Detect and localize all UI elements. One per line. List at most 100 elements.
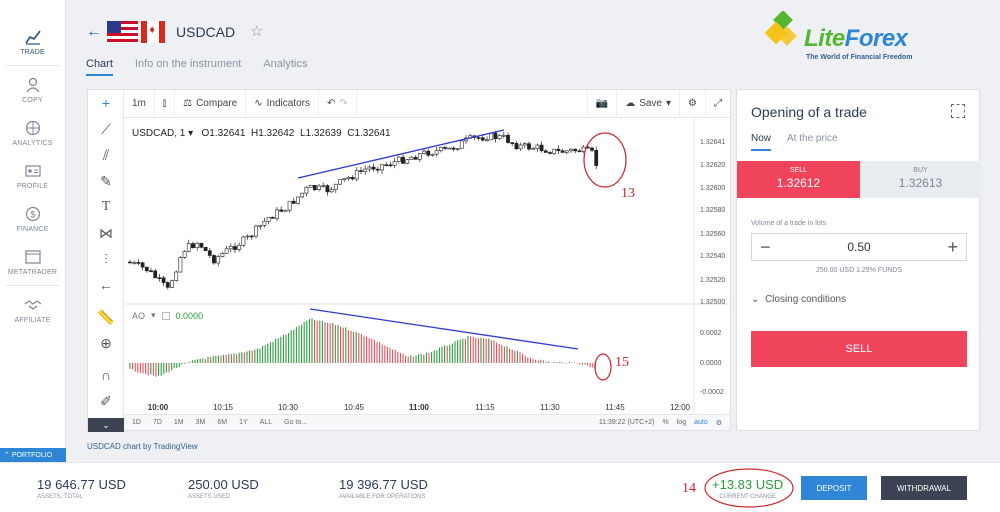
candle: [380, 164, 384, 171]
volume-input[interactable]: 0.50: [847, 240, 871, 254]
portfolio-tab[interactable]: ⌃ PORTFOLIO: [0, 448, 66, 462]
percent-toggle[interactable]: %: [662, 418, 669, 426]
range-6m[interactable]: 6M: [217, 419, 228, 426]
candle: [233, 246, 237, 250]
time-axis-label: 12:00: [670, 403, 691, 412]
price-axis-label: 1.32600: [700, 185, 725, 192]
tab-now[interactable]: Now: [751, 133, 772, 151]
time-axis-label: 11:00: [409, 403, 430, 412]
minus-button[interactable]: −: [760, 236, 771, 257]
range-all[interactable]: ALL: [259, 419, 273, 426]
expand-icon[interactable]: [951, 104, 965, 118]
range-1d[interactable]: 1D: [132, 419, 141, 426]
time-axis-label: 11:30: [540, 403, 560, 412]
nav-trade[interactable]: TRADE: [0, 20, 65, 63]
log-toggle[interactable]: log: [676, 418, 687, 426]
range-1m[interactable]: 1M: [173, 419, 184, 426]
arrow-left-icon[interactable]: ←: [99, 277, 113, 293]
candle: [287, 200, 292, 211]
withdrawal-button[interactable]: WITHDRAWAL: [881, 476, 967, 500]
tab-at-price[interactable]: At the price: [787, 133, 838, 144]
time-axis-label: 10:30: [278, 403, 299, 412]
sell-button[interactable]: SELL: [751, 331, 967, 367]
closing-conditions-toggle[interactable]: ⌄ Closing conditions: [751, 294, 847, 305]
auto-toggle[interactable]: auto: [694, 418, 708, 426]
chart-toolbar: 1m ⫾ ⚖ Compare ∿ Indicators ↶ ↷ 📷 ☁ Save ▾ ⚙ …: [124, 89, 730, 118]
plus-button[interactable]: +: [947, 236, 958, 257]
text-tool-icon[interactable]: T: [101, 199, 111, 214]
candle: [594, 150, 599, 166]
range-1y[interactable]: 1Y: [239, 419, 248, 426]
sell-price-box[interactable]: SELL 1.32612: [737, 161, 860, 198]
tab-chart[interactable]: Chart: [86, 58, 113, 76]
settings-gear-icon[interactable]: ⚙: [679, 89, 705, 118]
nav-profile[interactable]: PROFILE: [0, 154, 65, 197]
tab-info[interactable]: Info on the instrument: [134, 58, 242, 70]
tab-analytics[interactable]: Analytics: [263, 58, 308, 70]
save-button[interactable]: ☁ Save ▾: [616, 89, 679, 118]
candle: [569, 148, 573, 152]
instrument-header: ← USDCAD ☆ Chart Info on the instrument …: [66, 0, 736, 86]
price-chart-canvas[interactable]: 1.32641 1.32620 1.32600 1.32580 1.32560 1.325…: [88, 90, 730, 432]
drawing-tools: + ⟋ ⫽ ✎ T ⋈ ⫶ ← 📏 ⊕ ∩ ✐ ⌄: [88, 90, 124, 432]
ao-toggle-icon[interactable]: [161, 311, 170, 320]
chevron-down-icon[interactable]: ⌄: [88, 418, 124, 432]
back-arrow-icon[interactable]: ←: [86, 23, 102, 40]
candle: [342, 178, 347, 181]
panel-title: Opening of a trade: [751, 104, 867, 120]
compare-button[interactable]: ⚖ Compare: [175, 89, 247, 118]
nav-copy[interactable]: COPY: [0, 68, 65, 111]
nav-label: AFFILIATE: [14, 316, 51, 324]
nav-finance[interactable]: $ FINANCE: [0, 197, 65, 240]
legend-symbol: USDCAD, 1: [132, 128, 186, 139]
candle: [216, 256, 221, 264]
redo-icon[interactable]: ↷: [339, 98, 348, 109]
candle: [535, 144, 540, 149]
range-7d[interactable]: 7D: [152, 419, 162, 426]
buy-price-box[interactable]: BUY 1.32613: [860, 161, 981, 198]
candle: [489, 132, 494, 141]
portfolio-label: PORTFOLIO: [11, 451, 53, 459]
goto-button[interactable]: Go to...: [284, 419, 308, 426]
logo-wordmark: LiteForex: [804, 25, 908, 52]
lock-icon[interactable]: ✐: [100, 392, 112, 409]
candle: [518, 144, 523, 150]
gear-icon[interactable]: ⚙: [715, 419, 722, 427]
candle: [283, 209, 288, 212]
undo-redo[interactable]: ↶ ↷: [319, 89, 357, 118]
candle: [459, 140, 464, 149]
brush-icon[interactable]: ✎: [100, 172, 112, 189]
price-legend: USDCAD, 1 ▾ O1.32641 H1.32642 L1.32639 C…: [132, 128, 391, 139]
ruler-icon[interactable]: 📏: [97, 308, 115, 325]
favorite-star-icon[interactable]: ☆: [250, 23, 264, 40]
zoom-in-icon[interactable]: ⊕: [100, 334, 112, 351]
interval-button[interactable]: 1m: [124, 89, 155, 118]
prediction-icon[interactable]: ⫶: [104, 250, 108, 267]
candle: [573, 148, 578, 152]
legend-high: H1.32642: [251, 128, 295, 139]
sell-label: SELL: [789, 167, 808, 174]
tradingview-credit[interactable]: USDCAD chart by TradingView: [87, 442, 198, 451]
trendline-icon[interactable]: ⟋: [101, 120, 111, 137]
candle: [207, 250, 212, 256]
magnet-icon[interactable]: ∩: [100, 367, 112, 383]
candle: [279, 209, 284, 212]
range-3m[interactable]: 3M: [195, 419, 206, 426]
camera-icon[interactable]: 📷: [586, 89, 616, 118]
nav-affiliate[interactable]: AFFILIATE: [0, 288, 65, 331]
candle: [338, 179, 342, 185]
deposit-button[interactable]: DEPOSIT: [801, 476, 867, 500]
nav-analytics[interactable]: ANALYTICS: [0, 111, 65, 154]
indicators-button[interactable]: ∿ Indicators: [246, 89, 319, 118]
crosshair-icon[interactable]: +: [101, 95, 111, 111]
undo-icon[interactable]: ↶: [326, 98, 336, 109]
pattern-icon[interactable]: ⋈: [99, 224, 113, 241]
candle: [144, 266, 149, 272]
price-axis-label: 1.32500: [700, 299, 725, 306]
fullscreen-icon[interactable]: ⤢: [705, 89, 730, 118]
nav-metatrader[interactable]: METATRADER: [0, 240, 65, 283]
fib-icon[interactable]: ⫽: [102, 146, 110, 163]
candle-type-icon[interactable]: ⫾: [155, 89, 176, 118]
candle: [564, 150, 569, 153]
nav-label: COPY: [22, 96, 43, 104]
